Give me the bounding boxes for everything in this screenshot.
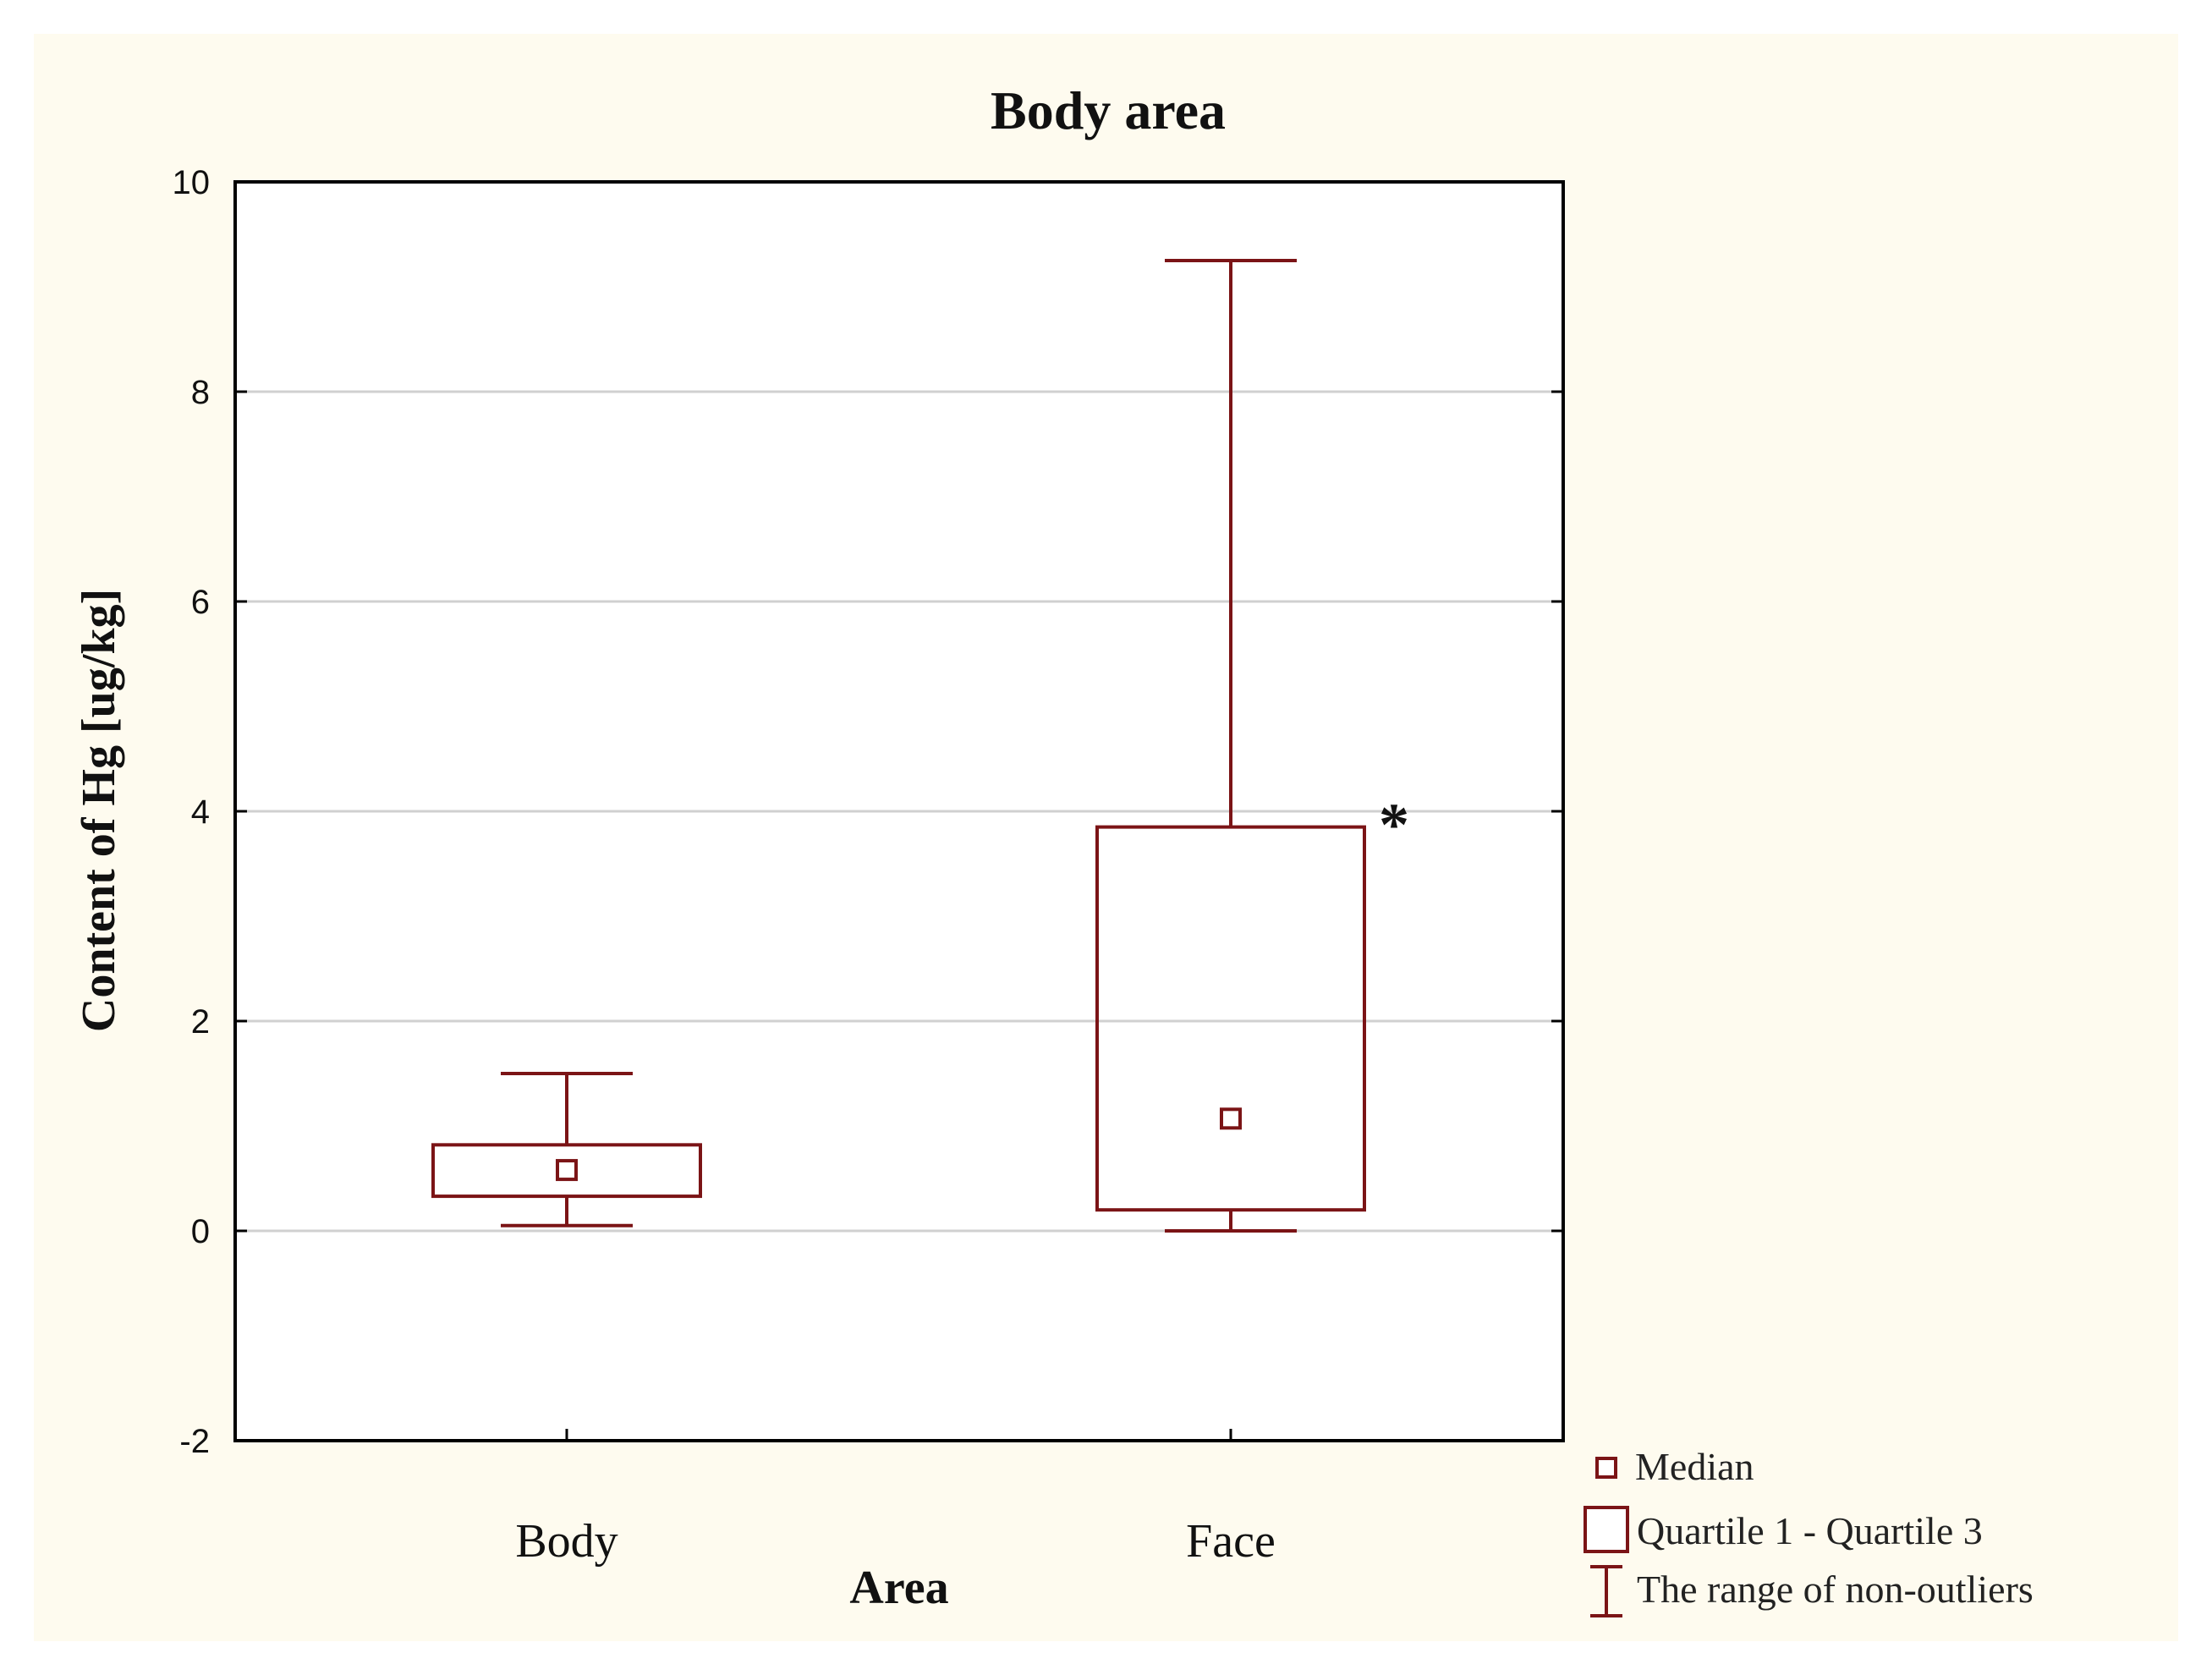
legend-median-symbol (1595, 1457, 1617, 1479)
box-body (431, 1072, 702, 1227)
y-tick-label: 10 (173, 164, 211, 201)
legend-box-symbol (1584, 1506, 1629, 1553)
y-tick-label: 8 (191, 374, 210, 411)
y-tick-label: 0 (191, 1213, 210, 1250)
legend: Median Quartile 1 - Quartile 3 The range… (1584, 1445, 2034, 1617)
legend-whisker-label: The range of non-outliers (1637, 1568, 2034, 1611)
y-tick-label: 6 (191, 584, 210, 621)
grid-lines (235, 390, 1563, 1233)
median-marker (556, 1159, 578, 1182)
x-axis-title: Area (849, 1562, 948, 1614)
box-face (1095, 259, 1366, 1233)
legend-whisker-symbol (1590, 1565, 1622, 1617)
legend-box-label: Quartile 1 - Quartile 3 (1637, 1509, 1983, 1552)
x-tick-label: Body (515, 1515, 617, 1568)
significance-annotation: * (1379, 791, 1409, 859)
y-tick-label: 2 (191, 1003, 210, 1041)
median-marker (1220, 1107, 1242, 1130)
y-axis-ticks: -2 0 2 4 6 8 10 (173, 164, 1563, 1460)
chart-title: Body area (991, 80, 1226, 140)
x-tick-label: Face (1186, 1515, 1276, 1568)
iqr-box (1095, 825, 1366, 1212)
x-axis-ticks: Body Face (515, 1429, 1276, 1568)
y-tick-label: -2 (179, 1423, 210, 1460)
y-tick-label: 4 (191, 794, 210, 831)
box-series (431, 259, 1366, 1233)
y-axis-title: Content of Hg [ug/kg] (73, 589, 125, 1032)
legend-median-label: Median (1635, 1445, 1754, 1488)
iqr-box (431, 1143, 702, 1199)
